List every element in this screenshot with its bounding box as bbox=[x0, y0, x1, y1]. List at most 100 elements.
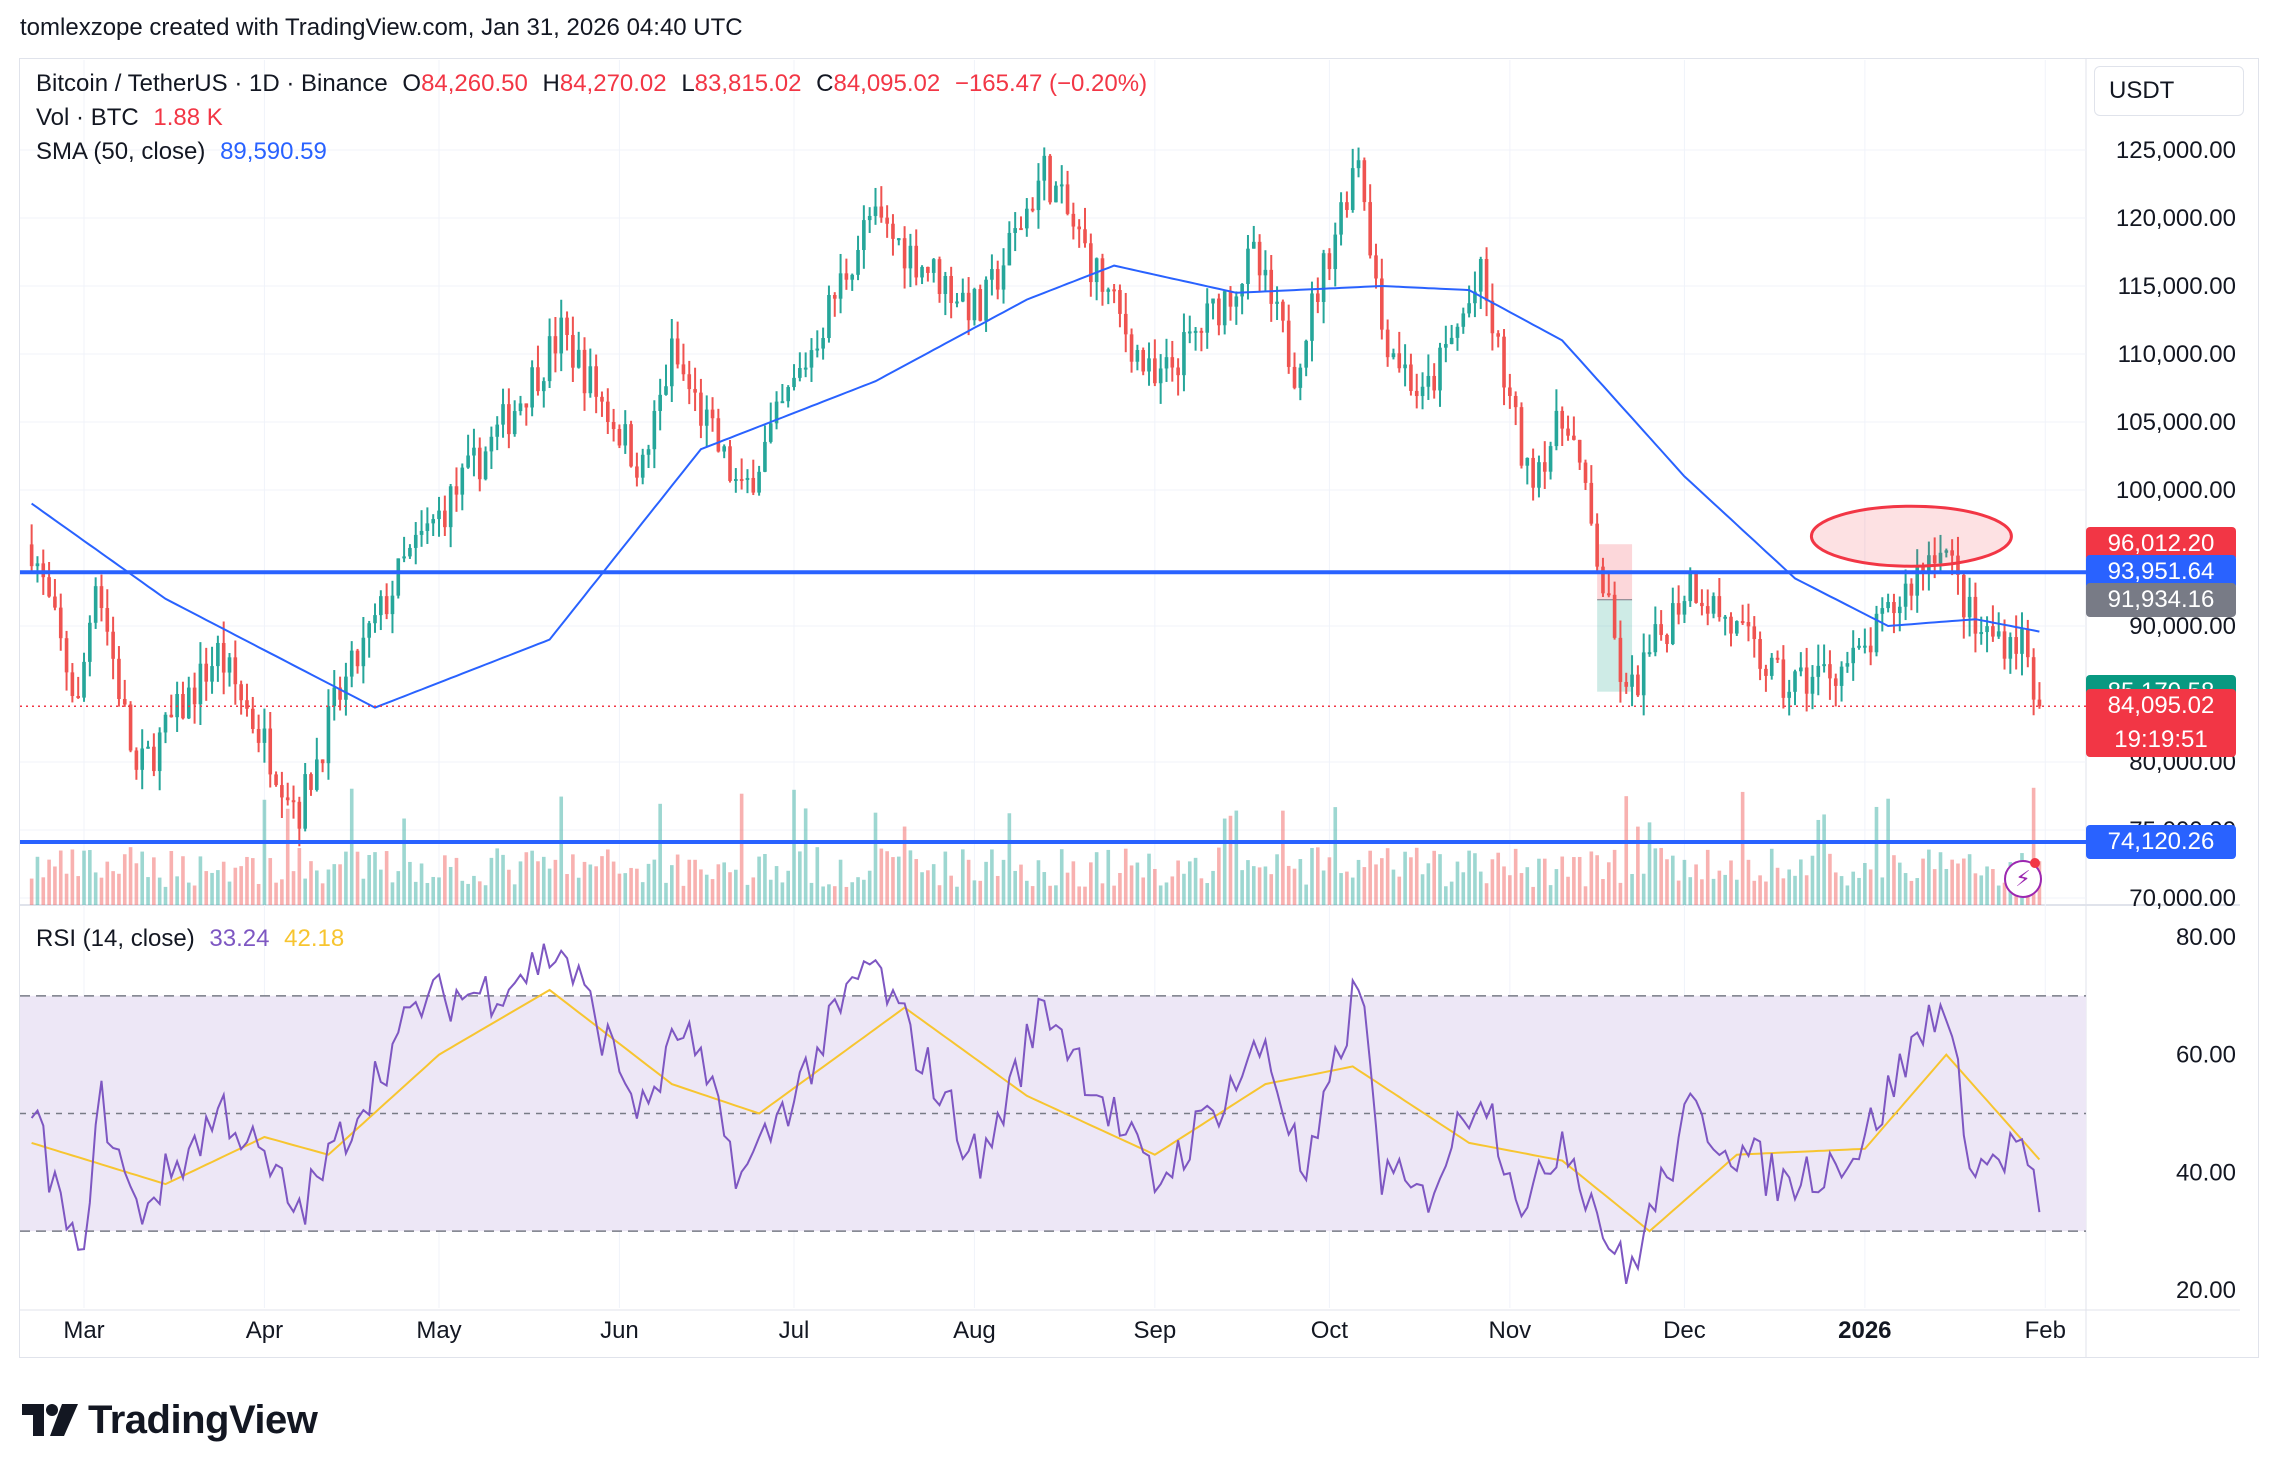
volume-bar bbox=[239, 866, 243, 905]
volume-bar bbox=[745, 884, 750, 905]
candle-body bbox=[1711, 596, 1716, 614]
candle-body bbox=[809, 350, 814, 368]
candle-body bbox=[501, 404, 505, 425]
candle-body bbox=[780, 401, 785, 404]
volume-bar bbox=[1374, 864, 1378, 905]
candle-body bbox=[565, 317, 569, 335]
volume-bar bbox=[1857, 877, 1861, 905]
volume-bar bbox=[1135, 862, 1140, 905]
time-tick-label: Mar bbox=[63, 1317, 104, 1344]
candle-body bbox=[1880, 608, 1885, 614]
volume-bar bbox=[664, 882, 668, 905]
candle-body bbox=[1729, 616, 1733, 634]
candle-body bbox=[862, 220, 866, 250]
volume-bar bbox=[1030, 886, 1035, 905]
volume-bar bbox=[1502, 866, 1506, 905]
volume-bar bbox=[1560, 856, 1565, 905]
volume-bar bbox=[1007, 813, 1012, 905]
candle-body bbox=[512, 411, 517, 435]
candle-body bbox=[379, 596, 383, 616]
volume-bar bbox=[1572, 857, 1576, 905]
volume-bar bbox=[1269, 874, 1274, 905]
time-tick-label: Dec bbox=[1663, 1317, 1706, 1344]
candle-body bbox=[1932, 555, 1937, 564]
candle-body bbox=[931, 259, 936, 273]
candle-body bbox=[815, 348, 820, 351]
volume-bar bbox=[1490, 859, 1495, 905]
candle-body bbox=[1694, 573, 1698, 603]
volume-bar bbox=[507, 869, 511, 905]
volume-bar bbox=[1927, 849, 1931, 905]
volume-bar bbox=[489, 857, 494, 905]
candle-body bbox=[926, 266, 930, 273]
candle-body bbox=[1816, 665, 1821, 677]
alert-dot-icon bbox=[2030, 858, 2040, 868]
currency-selector[interactable]: USDT bbox=[2094, 66, 2244, 116]
volume-bar bbox=[1566, 876, 1570, 905]
legend-rsi[interactable]: RSI (14, close) 33.24 42.18 bbox=[36, 925, 352, 953]
volume-bar bbox=[670, 865, 674, 905]
candle-body bbox=[2020, 628, 2024, 654]
candle-body bbox=[1566, 428, 1570, 436]
volume-bar bbox=[1350, 877, 1355, 905]
price-chart[interactable]: 125,000.00 120,000.00 115,000.00 110,000.00… bbox=[0, 0, 2276, 1400]
volume-bar bbox=[867, 870, 872, 905]
candle-body bbox=[1659, 624, 1663, 635]
volume-bar bbox=[1449, 881, 1454, 905]
candle-body bbox=[1187, 331, 1192, 334]
time-tick-label: Jun bbox=[600, 1317, 639, 1344]
candle-body bbox=[1822, 664, 1826, 667]
volume-bar bbox=[1688, 877, 1693, 905]
candle-body bbox=[856, 249, 860, 275]
volume-bar bbox=[768, 879, 773, 905]
volume-bar bbox=[221, 861, 226, 905]
candle-body bbox=[88, 622, 92, 662]
candle-body bbox=[1758, 639, 1762, 669]
volume-bar bbox=[1246, 860, 1250, 905]
volume-bar bbox=[477, 881, 482, 905]
volume-bar bbox=[1636, 826, 1640, 905]
candle-body bbox=[297, 801, 302, 829]
candle-body bbox=[82, 661, 86, 698]
price-tick-label: 100,000.00 bbox=[2116, 477, 2236, 504]
volume-bar bbox=[483, 885, 488, 905]
candle-body bbox=[280, 785, 284, 798]
volume-bar bbox=[1391, 869, 1396, 905]
candle-body bbox=[739, 479, 744, 482]
price-tag-sma: 93,951.64 bbox=[2086, 555, 2236, 590]
tradingview-logo[interactable]: TradingView bbox=[22, 1398, 318, 1442]
volume-bar bbox=[1950, 859, 1954, 905]
price-tick-label: 70,000.00 bbox=[2129, 885, 2236, 912]
legend-sma[interactable]: SMA (50, close) 89,590.59 bbox=[36, 138, 335, 166]
volume-bar bbox=[693, 859, 697, 905]
candle-body bbox=[902, 238, 907, 269]
volume-bar bbox=[181, 856, 185, 905]
candle-body bbox=[966, 292, 971, 321]
volume-bar bbox=[454, 857, 459, 905]
candle-body bbox=[1991, 626, 1995, 637]
volume-bar bbox=[943, 851, 948, 905]
symbol-title[interactable]: Bitcoin / TetherUS · 1D · Binance bbox=[36, 70, 388, 97]
volume-bar bbox=[233, 867, 238, 905]
volume-bar bbox=[2031, 787, 2036, 905]
candle-body bbox=[192, 687, 197, 705]
volume-bar bbox=[821, 886, 825, 905]
low-value: 83,815.02 bbox=[694, 70, 802, 97]
volume-bar bbox=[850, 882, 855, 905]
volume-bar bbox=[1001, 859, 1006, 905]
candle-body bbox=[1746, 621, 1751, 627]
volume-bar bbox=[681, 885, 686, 905]
volume-bars bbox=[29, 787, 2042, 905]
candle-body bbox=[646, 449, 651, 455]
legend-volume[interactable]: Vol · BTC 1.88 K bbox=[36, 104, 231, 132]
volume-bar bbox=[163, 886, 168, 905]
candle-body bbox=[338, 687, 342, 700]
candle-body bbox=[844, 273, 849, 280]
candle-body bbox=[1071, 213, 1076, 227]
candle-body bbox=[140, 748, 145, 770]
candle-body bbox=[1996, 631, 2001, 637]
overlay-lines bbox=[20, 264, 2086, 844]
volume-bar bbox=[1822, 814, 1826, 905]
volume-bar bbox=[1286, 865, 1291, 905]
candle-body bbox=[315, 759, 319, 790]
